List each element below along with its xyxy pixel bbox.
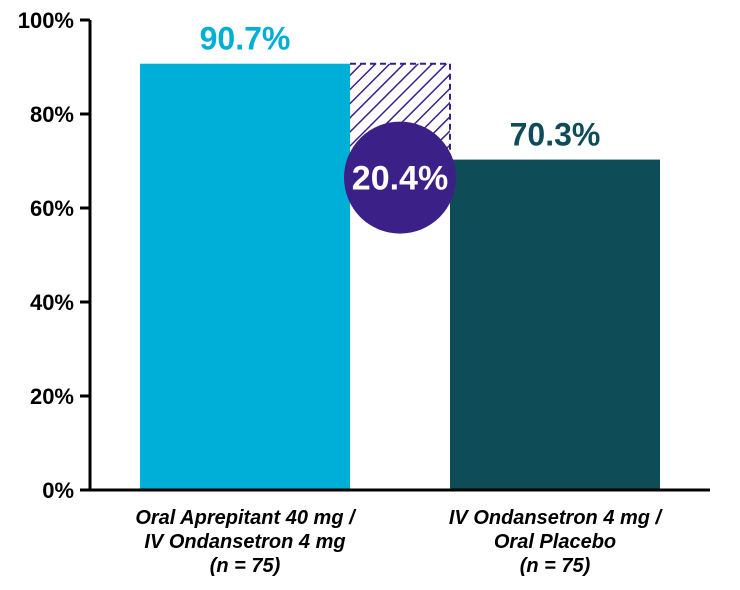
y-tick-label: 80% xyxy=(30,102,74,127)
bar-chart: 0% 20% 40% 60% 80% 100% 90.7% Oral Aprepitant 4… xyxy=(0,0,740,590)
difference-label: 20.4% xyxy=(352,160,448,198)
bar-x-label: Oral Placebo xyxy=(494,531,616,553)
bar-x-label: Oral Aprepitant 40 mg / xyxy=(135,507,357,529)
bar-x-label: IV Ondansetron 4 mg xyxy=(144,531,345,553)
y-tick-label: 40% xyxy=(30,290,74,315)
bar-x-label: IV Ondansetron 4 mg / xyxy=(449,507,664,529)
y-tick-label: 20% xyxy=(30,384,74,409)
bar-x-label: (n = 75) xyxy=(210,555,281,577)
bar-x-label: (n = 75) xyxy=(520,555,591,577)
bar-value-label: 90.7% xyxy=(200,21,291,57)
bar-value-label: 70.3% xyxy=(510,117,601,153)
y-tick-label: 60% xyxy=(30,196,74,221)
y-tick-label: 100% xyxy=(18,8,74,33)
bar xyxy=(140,64,350,490)
y-tick-label: 0% xyxy=(42,478,74,503)
bar xyxy=(450,160,660,490)
